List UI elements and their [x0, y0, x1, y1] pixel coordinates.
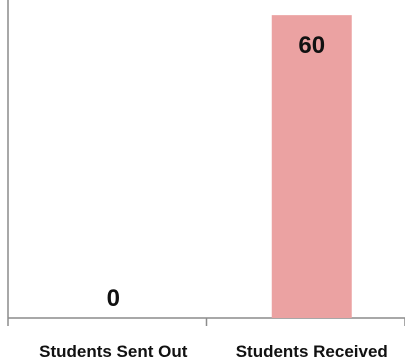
category-labels-group: Students Sent Out Students Received [39, 342, 388, 361]
bars-group [271, 15, 352, 319]
category-label-1: Students Received [236, 342, 388, 361]
x-axis-ticks [7, 318, 405, 326]
data-label-1: 60 [298, 32, 325, 59]
data-label-0: 0 [107, 285, 120, 312]
category-label-0: Students Sent Out [39, 342, 188, 361]
bar-1 [271, 15, 352, 319]
data-labels-group: 0 60 [107, 32, 326, 312]
